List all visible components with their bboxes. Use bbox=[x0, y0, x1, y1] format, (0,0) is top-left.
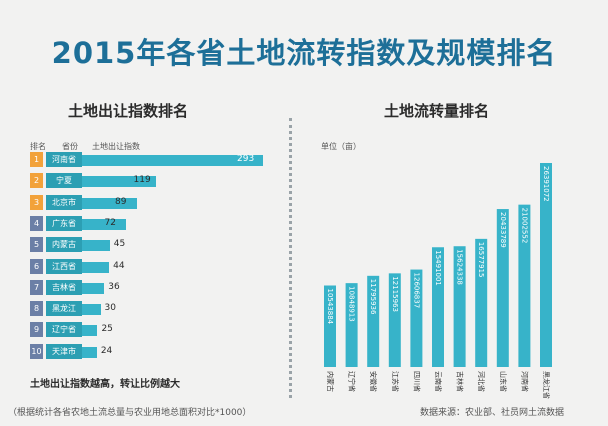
index-value: 72 bbox=[104, 217, 116, 228]
rank-number: 8 bbox=[30, 301, 43, 317]
volume-value: 26391072 bbox=[542, 166, 550, 202]
index-bar bbox=[82, 346, 97, 358]
rank-number: 5 bbox=[30, 237, 43, 253]
rank-row: 6 江西省 44 bbox=[30, 258, 240, 274]
volume-bar bbox=[540, 163, 552, 367]
volume-bar bbox=[496, 209, 509, 367]
rank-row: 7 吉林省 36 bbox=[30, 279, 240, 295]
header-rank: 排名 bbox=[30, 142, 46, 151]
volume-bar bbox=[410, 269, 423, 367]
index-value: 293 bbox=[237, 154, 255, 164]
index-bar bbox=[82, 304, 101, 316]
category-label: 山东省 bbox=[499, 371, 508, 392]
province-label: 天津市 bbox=[46, 343, 82, 359]
volume-bar bbox=[475, 238, 488, 367]
rank-number: 10 bbox=[30, 343, 43, 359]
index-value: 45 bbox=[113, 239, 126, 250]
index-bar bbox=[82, 261, 110, 273]
volume-value: 12115963 bbox=[391, 276, 399, 312]
category-label: 四川省 bbox=[412, 371, 421, 392]
province-label: 宁夏 bbox=[46, 173, 82, 189]
index-bar bbox=[82, 155, 263, 166]
category-label: 辽宁省 bbox=[348, 371, 357, 392]
rank-row: 9 辽宁省 25 bbox=[30, 322, 240, 338]
province-label: 黑龙江 bbox=[46, 301, 82, 317]
category-label: 吉林省 bbox=[456, 371, 465, 392]
rank-number: 2 bbox=[30, 173, 43, 189]
right-chart-title: 土地流转量排名 bbox=[384, 102, 490, 120]
volume-value: 11795936 bbox=[369, 279, 377, 315]
index-value: 24 bbox=[100, 345, 113, 356]
header-index: 土地出让指数 bbox=[92, 142, 140, 151]
index-bar bbox=[82, 282, 105, 294]
right-unit-label: 单位（亩） bbox=[321, 142, 361, 151]
volume-value: 10543884 bbox=[326, 288, 334, 324]
index-bar bbox=[82, 176, 156, 188]
province-label: 北京市 bbox=[46, 194, 82, 210]
rank-row: 1 河南省 293 bbox=[30, 152, 263, 167]
province-label: 辽宁省 bbox=[46, 322, 82, 338]
section-divider bbox=[289, 118, 292, 398]
left-note: 土地出让指数越高，转让比例越大 bbox=[30, 379, 180, 390]
rank-row: 10 天津市 24 bbox=[30, 343, 240, 359]
rank-row: 4 广东省 72 bbox=[30, 215, 240, 231]
province-label: 吉林省 bbox=[46, 279, 82, 295]
index-bar bbox=[82, 197, 137, 209]
category-label: 云南省 bbox=[434, 371, 443, 392]
rank-row: 8 黑龙江 30 bbox=[30, 301, 240, 317]
rank-number: 1 bbox=[30, 152, 43, 167]
index-value: 119 bbox=[133, 175, 151, 186]
rank-number: 4 bbox=[30, 215, 43, 231]
category-label: 内蒙古 bbox=[326, 371, 335, 392]
index-bar bbox=[82, 240, 110, 252]
left-footnote: （根据统计各省农地土流总量与农业用地总面积对比*1000） bbox=[8, 408, 252, 418]
volume-value: 15624338 bbox=[456, 249, 464, 285]
left-chart-title: 土地出让指数排名 bbox=[68, 102, 189, 120]
index-value: 44 bbox=[113, 260, 125, 271]
volume-bar bbox=[388, 273, 401, 367]
index-bar bbox=[82, 325, 98, 337]
category-label: 安徽省 bbox=[369, 371, 378, 392]
rank-row: 2 宁夏 119 bbox=[30, 173, 240, 189]
volume-bar bbox=[453, 246, 466, 367]
rank-row: 5 内蒙古 45 bbox=[30, 237, 240, 253]
index-value: 89 bbox=[114, 196, 127, 207]
rank-number: 7 bbox=[30, 279, 43, 295]
volume-bar bbox=[345, 283, 358, 367]
province-label: 内蒙古 bbox=[46, 237, 82, 253]
volume-bar bbox=[367, 275, 380, 367]
volume-value: 16577915 bbox=[477, 242, 485, 278]
category-label: 河北省 bbox=[477, 371, 486, 392]
province-label: 江西省 bbox=[46, 258, 82, 274]
rank-number: 3 bbox=[30, 194, 43, 210]
volume-value: 15491001 bbox=[434, 250, 442, 286]
category-label: 黑龙江省 bbox=[542, 371, 551, 399]
index-value: 36 bbox=[108, 281, 120, 292]
rank-number: 9 bbox=[30, 322, 43, 338]
index-value: 30 bbox=[104, 303, 116, 314]
province-label: 广东省 bbox=[46, 215, 82, 231]
index-value: 25 bbox=[101, 324, 113, 335]
volume-bar bbox=[432, 247, 444, 367]
rank-row: 3 北京市 89 bbox=[30, 194, 240, 210]
province-label: 河南省 bbox=[46, 152, 82, 167]
index-bar bbox=[82, 218, 127, 230]
source-note: 数据来源：农业部、社员网土流数据 bbox=[420, 408, 565, 418]
volume-bar bbox=[324, 285, 336, 367]
category-label: 河南省 bbox=[520, 371, 529, 392]
rank-number: 6 bbox=[30, 258, 43, 274]
category-label: 江苏省 bbox=[391, 371, 400, 392]
volume-bar bbox=[518, 204, 531, 367]
volume-value: 12606837 bbox=[412, 273, 420, 309]
header-province: 省份 bbox=[62, 142, 78, 151]
volume-value: 20433789 bbox=[499, 212, 507, 248]
volume-value: 21002552 bbox=[520, 208, 528, 244]
page-title: 2015年各省土地流转指数及规模排名 bbox=[51, 36, 557, 70]
volume-value: 10848913 bbox=[348, 286, 356, 322]
